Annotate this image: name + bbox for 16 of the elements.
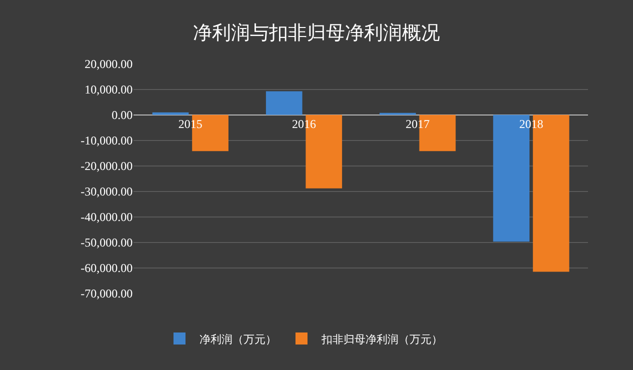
y-tick-label: -50,000.00: [80, 236, 133, 250]
y-tick-label: -40,000.00: [80, 210, 133, 224]
y-tick-label: 10,000.00: [84, 82, 133, 97]
chart-title: 净利润与扣非归母净利润概况: [193, 22, 440, 44]
bar: [266, 91, 302, 115]
y-tick-label: -20,000.00: [80, 159, 133, 174]
y-tick-label: -60,000.00: [80, 261, 133, 276]
y-tick-label: -30,000.00: [80, 184, 133, 199]
legend-label: 净利润（万元）: [200, 332, 276, 346]
y-tick-label: -10,000.00: [80, 134, 133, 148]
x-tick-label: 2018: [519, 116, 544, 131]
y-tick-label: 20,000.00: [84, 57, 133, 72]
y-tick-label: 0.00: [112, 108, 133, 122]
bar: [152, 112, 189, 115]
y-tick-label: -70,000.00: [80, 286, 133, 301]
legend-label: 扣非归母净利润（万元）: [320, 332, 442, 346]
